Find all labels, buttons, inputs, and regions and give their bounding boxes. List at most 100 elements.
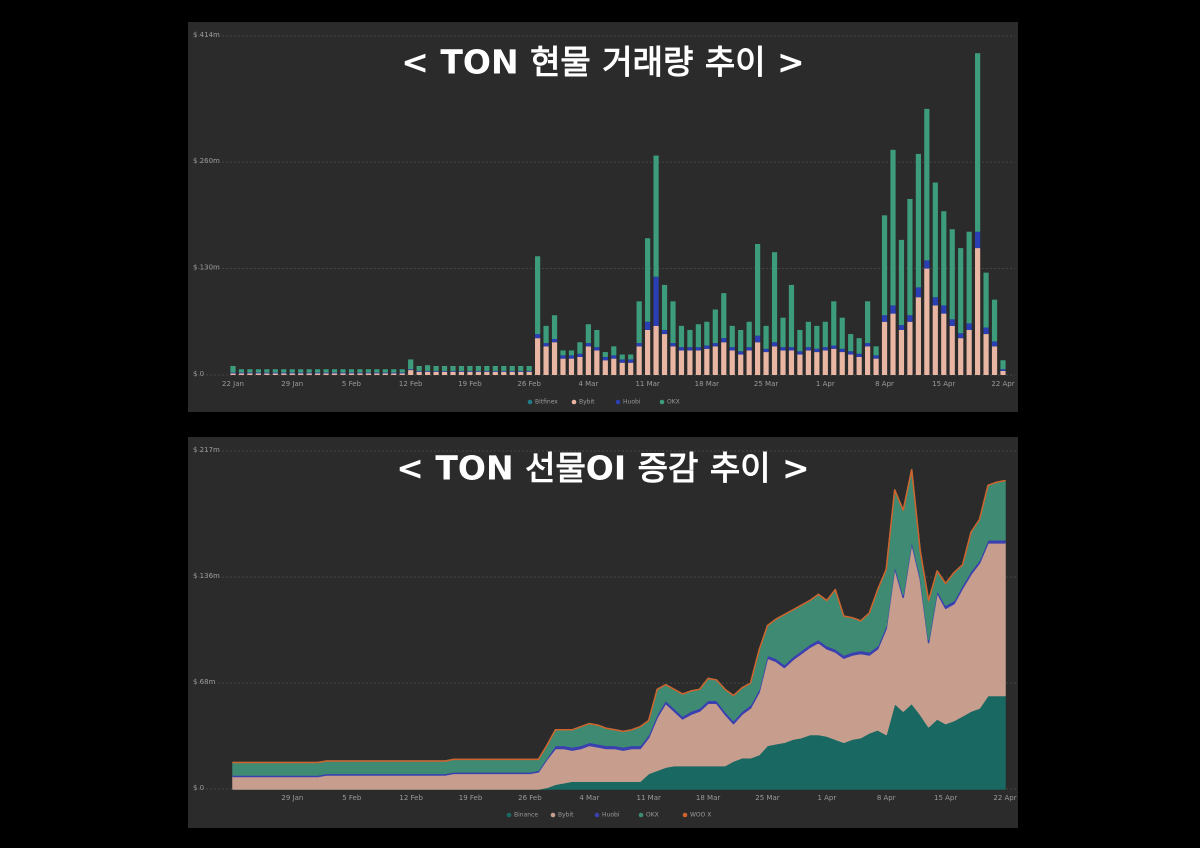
legend-label: Binance [514,812,538,819]
bar [890,313,896,375]
bar [805,350,811,375]
bar [619,362,625,375]
bar [966,329,972,375]
bar [365,369,371,373]
y-tick-label: $ 68m [193,678,216,686]
bar [509,370,515,372]
bar [881,321,888,375]
bar [467,371,473,375]
bar [399,369,405,373]
bar [535,256,541,335]
x-tick-label: 22 Apr [991,380,1014,388]
x-tick-label: 1 Apr [817,794,836,802]
bar [247,372,253,374]
bar [255,369,261,373]
bar [391,373,397,375]
bar [602,352,608,357]
bar [501,365,507,371]
bar [763,348,769,353]
bar [873,346,879,356]
x-tick-label: 15 Apr [934,794,957,802]
legend-marker [571,399,577,405]
bar [619,359,625,363]
bar [484,370,490,372]
bar [315,373,321,375]
bar [738,354,744,375]
x-tick-label: 11 Mar [635,380,659,388]
bar [907,198,913,316]
bar [492,371,498,375]
bar [831,345,837,349]
bar [272,369,278,373]
y-tick-label: $ 260m [193,157,220,165]
bar [755,342,761,375]
bar [746,350,752,375]
bar [585,346,591,375]
bar [238,369,245,373]
bar [873,355,879,359]
legend-marker [682,812,688,818]
bar [941,211,947,306]
bar [374,372,380,374]
x-tick-label: 4 Mar [578,380,598,388]
bar [712,346,718,375]
bar [729,347,735,351]
bar [645,321,651,330]
bar [467,365,473,371]
bar [746,347,752,351]
bar [788,347,795,351]
bar [611,358,617,375]
bar [975,53,981,232]
bar [653,276,659,326]
bar [729,325,735,348]
bar [721,342,727,375]
bar [873,358,879,375]
bar [348,372,355,374]
bar [661,329,668,335]
bar [492,370,498,372]
bar [230,373,236,375]
bar [839,317,845,349]
bar [331,369,338,373]
x-tick-label: 5 Feb [342,794,362,802]
bar [577,356,583,375]
bar [645,329,651,375]
bar [797,351,803,355]
x-tick-label: 15 Apr [932,380,955,388]
y-tick-label: $ 136m [193,572,220,580]
panel [188,22,1018,412]
bar [991,341,998,347]
bar [264,369,270,373]
bar [780,350,786,375]
bar [755,243,761,336]
bar [230,365,236,373]
bar [991,346,998,375]
bar [949,319,955,326]
bar [721,338,727,343]
bar [306,369,312,373]
bar [585,324,591,344]
legend-marker [638,812,644,818]
bar [568,350,575,356]
bar [611,346,617,356]
bar [949,229,955,320]
bar [289,369,295,373]
bar [323,369,329,373]
bar [323,372,329,374]
bar [628,354,634,360]
legend-marker [527,399,533,405]
bar [518,371,524,375]
x-tick-label: 11 Mar [637,794,661,802]
bar [560,355,566,359]
chart-title: < TON 현물 거래량 추이 > [401,43,804,82]
chart-title: < TON 선물OI 증감 추이 > [396,449,809,488]
legend-marker [659,399,665,405]
bar [704,348,710,375]
bar [975,231,981,249]
x-tick-label: 25 Mar [755,794,779,802]
bar [780,347,786,351]
bar [839,348,845,353]
bar [856,353,862,357]
area [232,468,1006,764]
bar [458,365,465,371]
